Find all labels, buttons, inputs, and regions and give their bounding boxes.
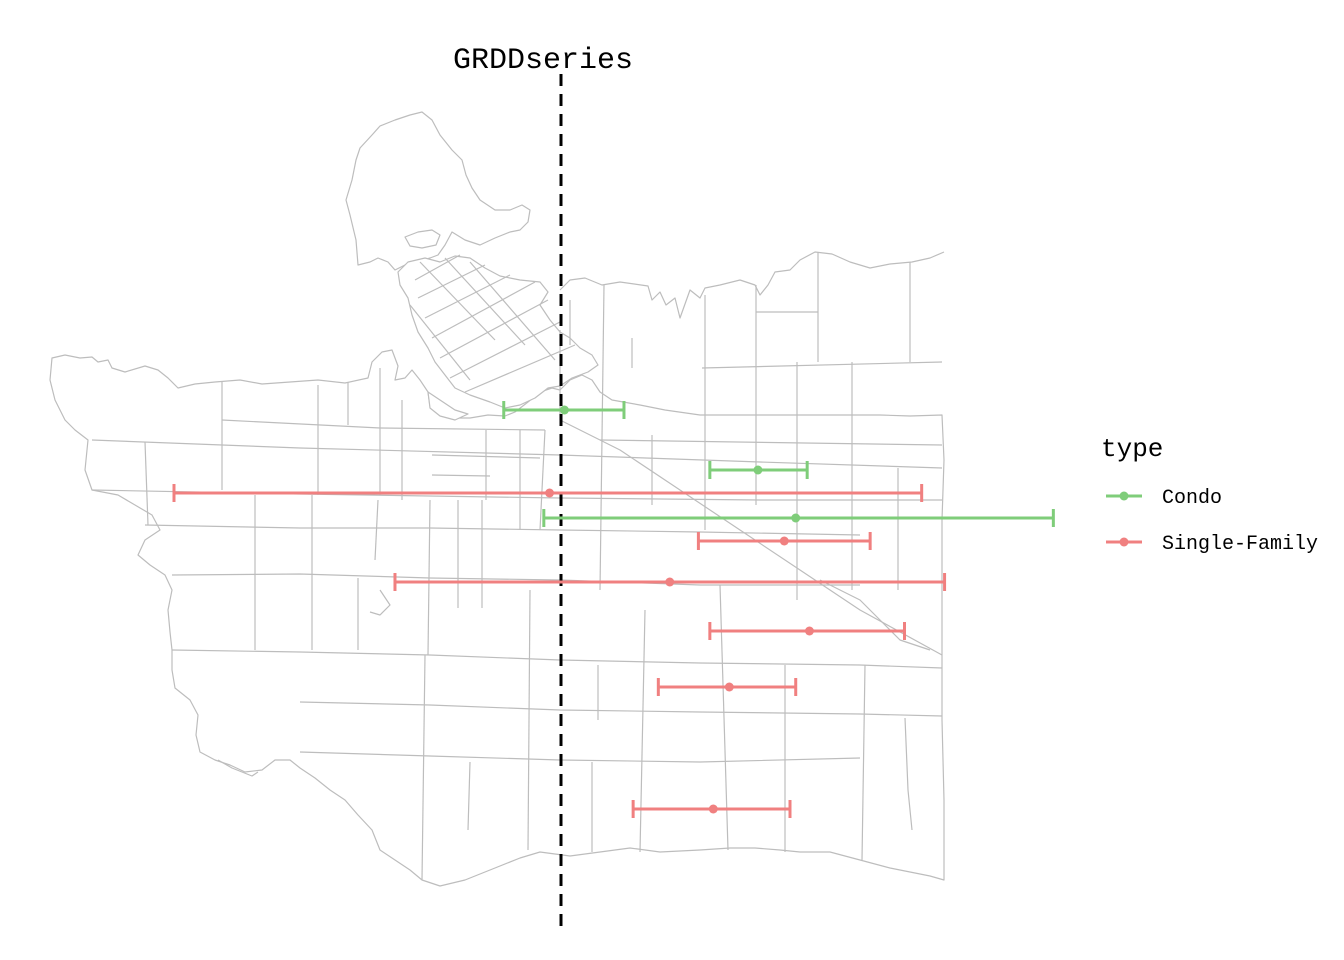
- south-shore-detail: [217, 759, 259, 777]
- interval-point-condo: [791, 513, 801, 523]
- interval-point-single-family: [779, 536, 789, 546]
- map-title: GRDDseries: [453, 44, 633, 78]
- legend-title: type: [1101, 434, 1163, 464]
- legend-item-condo: Condo: [1106, 487, 1222, 510]
- interval-point-single-family: [708, 804, 718, 814]
- diagonal-arterial: [559, 419, 943, 656]
- park-peninsula: [345, 111, 531, 271]
- legend-item-single-family: Single-Family: [1106, 533, 1318, 556]
- interval-point-single-family: [804, 626, 814, 636]
- ne-creek: [819, 579, 931, 651]
- interval-point-condo: [753, 465, 763, 475]
- interval-point-condo: [559, 405, 569, 415]
- river-inlet: [369, 589, 391, 616]
- interval-condo-1: [502, 401, 626, 419]
- city-boundary: [49, 349, 945, 887]
- interval-single-family-6: [631, 800, 792, 818]
- basemap: [49, 111, 945, 887]
- interval-single-family-2: [696, 532, 872, 550]
- legend-key-point-single-family: [1119, 537, 1129, 547]
- interval-single-family-1: [172, 484, 924, 502]
- burrard-shoreline: [559, 251, 945, 319]
- deadman-island: [404, 229, 441, 249]
- interval-point-single-family: [724, 682, 734, 692]
- legend-key-point-condo: [1119, 491, 1129, 501]
- granville-island: [427, 391, 469, 421]
- interval-point-single-family: [545, 488, 555, 498]
- interval-point-single-family: [665, 577, 675, 587]
- interval-estimates: [172, 401, 1055, 818]
- interval-single-family-3: [393, 573, 947, 591]
- interval-condo-2: [708, 461, 809, 479]
- legend-label-single-family: Single-Family: [1162, 533, 1318, 556]
- legend-label-condo: Condo: [1162, 487, 1222, 510]
- legend: type Condo Single-Family: [1101, 434, 1318, 556]
- downtown-grid: [409, 254, 576, 393]
- interval-single-family-5: [656, 678, 798, 696]
- interval-single-family-4: [708, 622, 906, 640]
- interval-condo-3: [542, 509, 1055, 527]
